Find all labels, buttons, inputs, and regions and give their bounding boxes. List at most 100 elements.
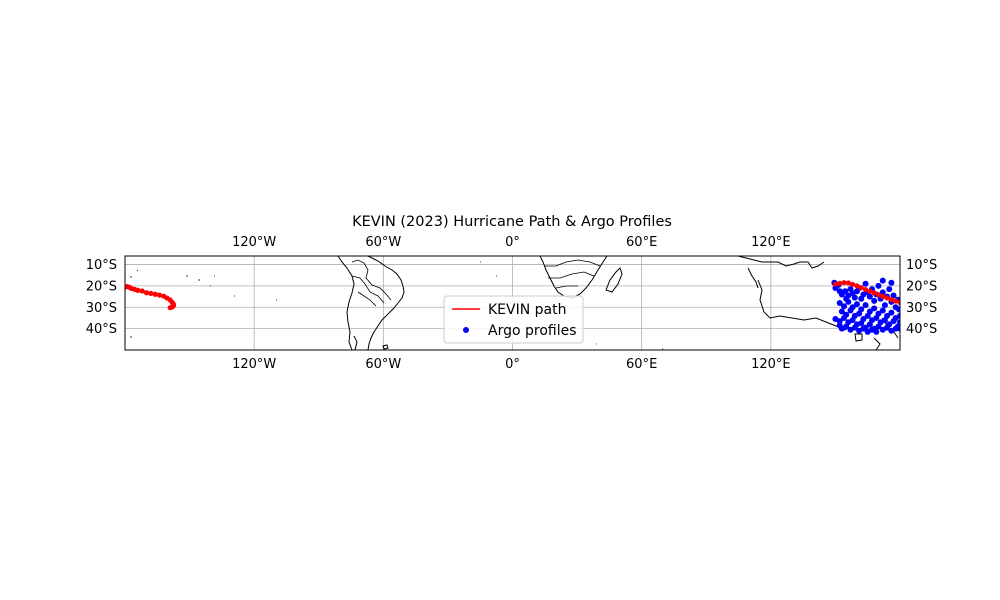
coastline-tasmania	[854, 333, 863, 342]
argo-profile-point	[860, 325, 867, 332]
argo-profile-point	[853, 301, 860, 308]
lon-label-top-1: 60°W	[365, 235, 401, 250]
lat-label-left-0: 10°S	[86, 258, 117, 273]
legend-dot-swatch	[463, 327, 469, 333]
argo-profile-point	[866, 321, 873, 328]
argo-profile-point	[881, 302, 888, 309]
kevin-path-point	[143, 290, 150, 296]
legend-box	[443, 295, 584, 344]
legend: KEVIN path Argo profiles	[443, 295, 584, 344]
coastline-australia-west	[747, 267, 759, 289]
argo-profile-point	[849, 317, 856, 324]
lon-label-bottom-2: 0°	[505, 357, 520, 372]
kevin-path-point	[837, 280, 843, 286]
argo-profile-point	[897, 319, 900, 326]
kevin-path-point	[850, 281, 856, 288]
kevin-path-point	[139, 288, 145, 294]
border-africa	[544, 259, 601, 289]
argo-profile-point	[836, 300, 843, 306]
lon-label-bottom-1: 60°W	[365, 357, 401, 372]
kevin-path-point	[862, 286, 869, 293]
kevin-path-point	[897, 299, 900, 306]
lat-label-left-2: 30°S	[86, 301, 117, 316]
kevin-path-point	[845, 280, 851, 286]
kevin-path-point	[167, 305, 173, 311]
argo-profile-point	[897, 312, 900, 319]
argo-profile-point	[886, 286, 893, 293]
argo-profile-point	[864, 312, 871, 319]
argo-profile-point	[851, 324, 858, 331]
argo-profile-point	[873, 314, 880, 321]
argo-profile-point	[892, 325, 899, 332]
argo-profile-point	[879, 289, 886, 296]
kevin-path-point	[156, 292, 163, 298]
legend-label-kevin-path: KEVIN path	[488, 302, 566, 318]
argo-profile-point	[881, 317, 888, 324]
argo-profile-point	[888, 279, 895, 286]
argo-profile-point	[897, 325, 900, 332]
argo-profile-point	[873, 328, 880, 335]
kevin-path-point	[875, 292, 882, 298]
argo-profile-point	[858, 320, 865, 327]
kevin-path-point	[893, 298, 899, 304]
argo-profile-point	[879, 277, 886, 284]
argo-profile-point	[890, 318, 897, 325]
argo-profile-point	[866, 293, 873, 300]
kevin-path-point	[867, 288, 873, 294]
argo-profile-point	[838, 308, 845, 315]
kevin-path-point	[135, 287, 141, 293]
argo-profile-point	[875, 282, 882, 289]
coastline-madagascar	[605, 267, 623, 293]
legend-label-argo-profiles: Argo profiles	[488, 323, 577, 339]
argo-profile-point	[836, 318, 843, 325]
axes-frame	[124, 255, 901, 351]
lon-label-top-2: 0°	[505, 235, 520, 250]
lat-label-right-1: 20°S	[906, 279, 937, 294]
argo-profile-point	[879, 307, 886, 314]
lat-label-right-3: 40°S	[906, 322, 937, 337]
kevin-path-point	[832, 281, 839, 287]
kevin-path-point	[148, 290, 154, 296]
argo-profile-point	[843, 323, 850, 330]
lon-label-bottom-3: 60°E	[626, 357, 657, 372]
kevin-path-point	[854, 283, 860, 289]
kevin-path-point	[841, 280, 847, 286]
argo-profile-point	[845, 298, 852, 305]
kevin-path-point	[888, 296, 894, 303]
figure-title: KEVIN (2023) Hurricane Path & Argo Profi…	[352, 214, 672, 230]
argo-profile-point	[888, 309, 895, 316]
argo-profile-point	[862, 280, 869, 287]
border-south-america	[351, 259, 392, 307]
argo-profile-point	[895, 306, 900, 313]
lat-label-left-1: 20°S	[86, 279, 117, 294]
argo-profile-point	[851, 294, 858, 301]
coastlines	[130, 256, 899, 350]
map-axes: 120°W 120°W 60°W 60°W 0° 0° 60°E 60°E 120°E 120°E…	[86, 235, 938, 372]
lon-label-top-3: 60°E	[626, 235, 657, 250]
argo-profile-point	[841, 303, 848, 310]
argo-profile-point	[871, 305, 878, 312]
lon-label-top-0: 120°W	[232, 235, 276, 250]
lon-label-bottom-0: 120°W	[232, 357, 276, 372]
coastline-falklands	[382, 344, 389, 350]
kevin-path-point	[880, 293, 886, 299]
argo-profile-point	[862, 302, 869, 309]
kevin-path-point	[858, 285, 864, 291]
coastline-south-america	[337, 256, 405, 350]
data-layer	[125, 277, 900, 335]
lon-label-top-4: 120°E	[751, 235, 791, 250]
kevin-path-point	[884, 295, 890, 301]
lat-label-right-2: 30°S	[906, 301, 937, 316]
small-islands	[130, 261, 663, 350]
argo-profile-point	[884, 324, 891, 331]
lat-label-right-0: 10°S	[906, 258, 937, 273]
argo-profile-point	[847, 307, 854, 314]
kevin-path-point	[871, 290, 877, 296]
tick-labels: 120°W 120°W 60°W 60°W 0° 0° 60°E 60°E 120°E 120°E…	[86, 235, 938, 372]
argo-profile-point	[890, 292, 897, 299]
coastline-south-america-tip	[353, 335, 358, 350]
kevin-path-point	[152, 291, 158, 297]
argo-profile-point	[842, 288, 849, 295]
argo-profile-point	[875, 323, 882, 330]
